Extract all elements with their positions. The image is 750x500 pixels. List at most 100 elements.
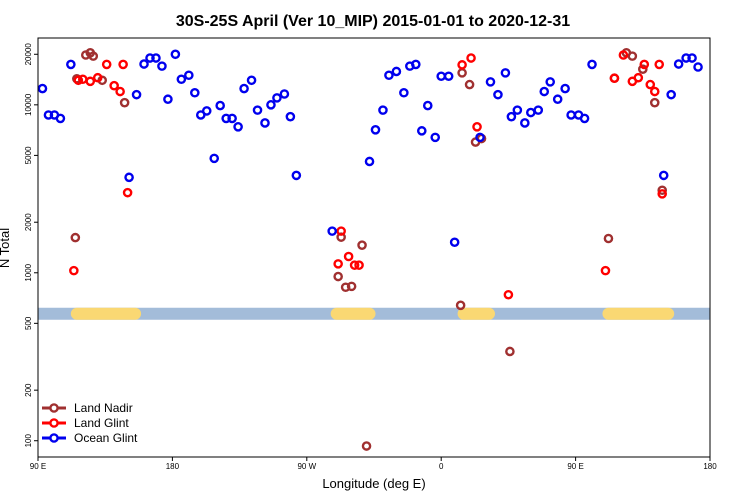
data-point [503,289,514,300]
data-point [70,232,81,243]
data-point [560,83,570,94]
data-point [239,83,249,94]
data-point [346,281,357,292]
series-ocean-glint [37,49,703,248]
data-point [37,83,48,94]
x-tick-label: 180 [166,462,180,471]
data-point [485,77,496,87]
data-point [139,59,149,69]
data-point [55,113,66,124]
data-point [285,111,296,122]
data-point [370,125,381,135]
data-point [221,113,231,124]
data-point [657,189,668,199]
data-point [122,187,133,198]
data-point [449,237,460,248]
data-point [687,53,697,63]
data-point [43,110,54,120]
y-tick-label: 200 [24,383,33,397]
data-point [422,100,433,111]
y-axis: 100 200 500 1000 2000 5000 10000 20000 [24,43,38,447]
data-point [493,89,503,100]
data-point [170,49,181,60]
data-point [506,111,517,122]
data-point [145,53,155,63]
legend-swatch-marker [49,433,59,443]
data-point [384,70,394,81]
data-point [92,72,103,83]
data-point [115,86,125,97]
y-tick-label: 10000 [24,93,33,116]
legend-item: Land Glint [42,416,129,430]
y-axis-title: N Total [0,228,12,268]
data-point [163,94,173,105]
data-point [349,260,360,270]
chart-title: 30S-25S April (Ver 10_MIP) 2015-01-01 to… [176,13,570,30]
data-point [500,68,511,78]
data-point [600,265,611,276]
data-point [176,74,187,85]
x-axis: 90 E 180 90 W 0 90 E 180 [30,457,717,471]
data-point [639,59,650,70]
data-point [618,50,629,60]
data-point [587,59,597,70]
x-tick-label: 90 E [567,462,583,471]
data-point [609,73,620,84]
data-point [66,59,76,70]
y-tick-label: 1000 [24,263,33,281]
legend-label: Land Nadir [74,401,133,415]
data-point [466,53,476,63]
data-point [85,76,96,87]
data-point [638,64,648,74]
legend-swatch-marker [49,403,59,413]
data-point [464,79,475,90]
data-point [69,265,79,276]
data-point [666,89,676,100]
data-points [37,48,703,451]
data-point [566,110,576,120]
data-point [411,59,421,70]
data-point [673,59,684,69]
data-point [475,132,485,143]
data-point [361,441,372,451]
legend-label: Ocean Glint [74,431,138,445]
x-tick-label: 180 [703,462,717,471]
y-tick-label: 2000 [24,213,33,231]
data-point [260,118,270,128]
data-point [124,172,134,183]
data-point [151,53,161,63]
data-point [184,70,194,81]
data-point [233,121,243,132]
data-point [336,226,346,236]
data-point [505,346,515,357]
data-point [649,86,660,97]
data-point [657,185,668,196]
data-point [88,51,99,61]
data-point [654,59,665,70]
y-tick-label: 500 [24,316,33,330]
data-point [457,60,467,70]
data-point [693,62,703,72]
data-point [457,68,467,78]
data-point [649,97,660,108]
data-point [430,132,441,143]
data-point [633,72,644,83]
data-point [357,240,367,250]
data-point [157,61,167,71]
legend-item: Ocean Glint [42,431,138,445]
y-tick-label: 20000 [24,43,33,66]
data-point [512,105,523,115]
data-point [364,156,375,167]
data-point [539,86,550,97]
data-point [73,75,84,86]
data-point [399,87,409,98]
data-point [189,87,200,98]
legend-item: Land Nadir [42,401,133,415]
data-point [131,89,142,100]
data-point [681,53,691,63]
data-point [378,105,388,115]
data-point [472,121,482,132]
data-point [101,59,112,70]
